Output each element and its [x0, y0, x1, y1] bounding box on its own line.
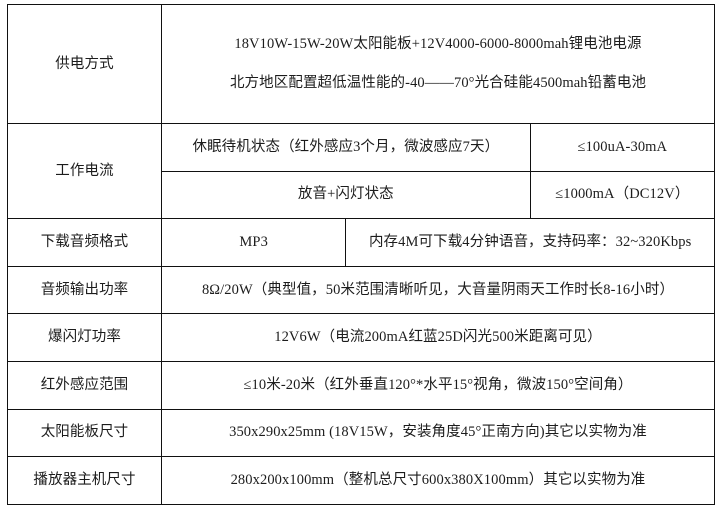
row-label-audio-output-power: 音频输出功率 — [7, 265, 162, 315]
row-label-power-supply: 供电方式 — [7, 3, 162, 125]
power-supply-line-1: 18V10W-15W-20W太阳能板+12V4000-6000-8000mah锂… — [234, 36, 642, 52]
working-current-value-active: ≤1000mA（DC12V） — [529, 170, 716, 220]
player-host-size-value: 280x200x100mm（整机总尺寸600x380X100mm）其它以实物为准 — [161, 456, 715, 505]
audio-format-detail: 内存4M可下载4分钟语音，支持码率：32~320Kbps — [345, 218, 715, 267]
table-row-working-current-active: 放音+闪灯状态 ≤1000mA（DC12V） — [8, 170, 716, 220]
table-row-infrared-range: 红外感应范围 ≤10米-20米（红外垂直120°*水平15°视角，微波150°空… — [7, 361, 715, 410]
table-row-working-current-standby: 工作电流 休眠待机状态（红外感应3个月，微波感应7天） ≤100uA-30mA — [7, 123, 716, 220]
solar-panel-size-value: 350x290x25mm (18V15W，安装角度45°正南方向)其它以实物为准 — [161, 408, 715, 458]
table-row-solar-panel-size: 太阳能板尺寸 350x290x25mm (18V15W，安装角度45°正南方向)… — [7, 408, 715, 458]
working-current-condition-standby: 休眠待机状态（红外感应3个月，微波感应7天） — [161, 123, 531, 172]
row-label-player-host-size: 播放器主机尺寸 — [7, 456, 162, 505]
power-supply-line-2: 北方地区配置超低温性能的-40——70°光合硅能4500mah铅蓄电池 — [229, 75, 647, 92]
flash-light-power-value: 12V6W（电流200mA红蓝25D闪光500米距离可见） — [161, 313, 715, 363]
audio-output-power-value: 8Ω/20W（典型值，50米范围清晰听见，大音量阴雨天工作时长8-16小时） — [161, 265, 715, 315]
row-label-working-current: 工作电流 — [7, 123, 162, 220]
specification-table: 供电方式 18V10W-15W-20W太阳能板+12V4000-6000-800… — [7, 3, 716, 505]
audio-format-value: MP3 — [160, 218, 347, 267]
spec-table-body: 供电方式 18V10W-15W-20W太阳能板+12V4000-6000-800… — [7, 3, 716, 505]
row-label-flash-light-power: 爆闪灯功率 — [7, 313, 162, 363]
working-current-condition-active: 放音+闪灯状态 — [161, 170, 531, 220]
table-row-flash-light-power: 爆闪灯功率 12V6W（电流200mA红蓝25D闪光500米距离可见） — [7, 313, 715, 363]
table-row-audio-format: 下载音频格式 MP3 内存4M可下载4分钟语音，支持码率：32~320Kbps — [7, 218, 715, 267]
row-label-solar-panel-size: 太阳能板尺寸 — [7, 408, 162, 458]
table-row-player-host-size: 播放器主机尺寸 280x200x100mm（整机总尺寸600x380X100mm… — [7, 456, 715, 505]
row-value-power-supply: 18V10W-15W-20W太阳能板+12V4000-6000-8000mah锂… — [161, 3, 715, 125]
row-label-infrared-range: 红外感应范围 — [7, 361, 162, 410]
infrared-range-value: ≤10米-20米（红外垂直120°*水平15°视角，微波150°空间角） — [161, 361, 715, 410]
table-row-audio-output-power: 音频输出功率 8Ω/20W（典型值，50米范围清晰听见，大音量阴雨天工作时长8-… — [7, 265, 715, 315]
row-label-audio-format: 下载音频格式 — [7, 218, 162, 267]
spec-table-container: 供电方式 18V10W-15W-20W太阳能板+12V4000-6000-800… — [7, 3, 716, 505]
table-row-power-supply: 供电方式 18V10W-15W-20W太阳能板+12V4000-6000-800… — [7, 3, 715, 125]
working-current-value-standby: ≤100uA-30mA — [529, 123, 716, 172]
